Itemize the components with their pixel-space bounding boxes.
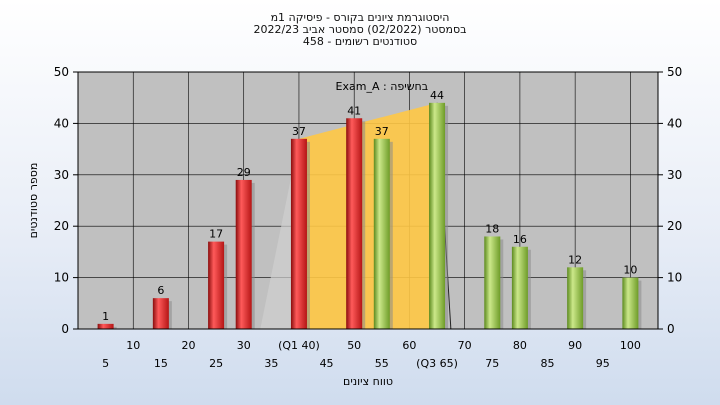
x-tick-label: 20 <box>181 339 195 352</box>
x-tick-label: 85 <box>541 357 555 370</box>
bar <box>97 323 114 329</box>
bar <box>346 118 363 329</box>
y-tick-label-left: 10 <box>54 271 69 285</box>
chart-subtitle-students: סטודנטים רשומים - 458 <box>302 35 418 48</box>
bar-data-label: 41 <box>347 104 361 117</box>
x-tick-label: 15 <box>154 357 168 370</box>
bar <box>152 298 169 329</box>
bar-data-label: 37 <box>375 125 389 138</box>
bar-data-label: 10 <box>623 264 637 277</box>
iqr-shade-left <box>260 138 299 329</box>
bar-data-label: 17 <box>209 228 223 241</box>
exam-annotation: בחשיפה : Exam_A <box>336 80 429 93</box>
y-tick-label-left: 20 <box>54 219 69 233</box>
bar <box>429 102 446 329</box>
bar <box>373 138 390 329</box>
bar <box>208 241 225 329</box>
x-tick-label: 30 <box>237 339 251 352</box>
y-tick-label-left: 30 <box>54 168 69 182</box>
axes: 0 0 10 10 20 20 30 30 40 40 50 50 10 20 30 (Q1 40) 50 60 7… <box>54 65 683 370</box>
iqr-polygon <box>298 102 438 329</box>
bar <box>567 267 584 329</box>
y-tick-label-left: 0 <box>61 322 69 336</box>
x-tick-label: 95 <box>596 357 610 370</box>
x-tick-label: 60 <box>402 339 416 352</box>
y-tick-label-left: 40 <box>54 116 69 130</box>
bar <box>622 277 639 329</box>
x-tick-label: 90 <box>568 339 582 352</box>
bar-data-label: 12 <box>568 253 582 266</box>
plot-border <box>77 71 659 330</box>
x-tick-label: 35 <box>264 357 278 370</box>
x-tick-label: 25 <box>209 357 223 370</box>
x-tick-label: 5 <box>102 357 109 370</box>
x-tick-label: 50 <box>347 339 361 352</box>
bar-data-label: 18 <box>485 222 499 235</box>
y-tick-label-right: 10 <box>667 271 682 285</box>
bar <box>511 246 528 329</box>
bar-data-label: 44 <box>430 89 444 102</box>
y-tick-label-right: 0 <box>667 322 675 336</box>
y-tick-label-right: 20 <box>667 219 682 233</box>
x-tick-label: 45 <box>320 357 334 370</box>
y-tick-label-left: 50 <box>54 65 69 79</box>
iqr-area <box>260 102 452 330</box>
bar-data-label: 6 <box>157 284 164 297</box>
x-tick-label: 70 <box>458 339 472 352</box>
x-tick-label: 75 <box>485 357 499 370</box>
chart-subtitle-semester: בסמסטר (02/2022) סמסטר אביב 2022/23 <box>253 23 467 36</box>
x-tick-label: (Q1 40) <box>278 339 320 352</box>
x-tick-label: 55 <box>375 357 389 370</box>
x-tick-label: 10 <box>126 339 140 352</box>
x-axis-label: טווח ציונים <box>343 375 393 388</box>
x-tick-label: 80 <box>513 339 527 352</box>
y-axis-label: מספר סטודנטים <box>27 163 40 239</box>
y-tick-label-right: 30 <box>667 168 682 182</box>
x-tick-label: (Q3 65) <box>416 357 458 370</box>
bar <box>290 138 307 329</box>
bar-data-label: 1 <box>102 310 109 323</box>
x-tick-label: 100 <box>620 339 641 352</box>
y-tick-label-right: 50 <box>667 65 682 79</box>
chart-title: היסטוגרמת ציונים בקורס - פיסיקה 1מ <box>270 11 450 24</box>
bar <box>235 179 252 329</box>
y-tick-label-right: 40 <box>667 116 682 130</box>
bar-data-label: 16 <box>513 233 527 246</box>
bar-data-label: 37 <box>292 125 306 138</box>
bar-data-label: 29 <box>237 166 251 179</box>
bar <box>484 236 501 329</box>
